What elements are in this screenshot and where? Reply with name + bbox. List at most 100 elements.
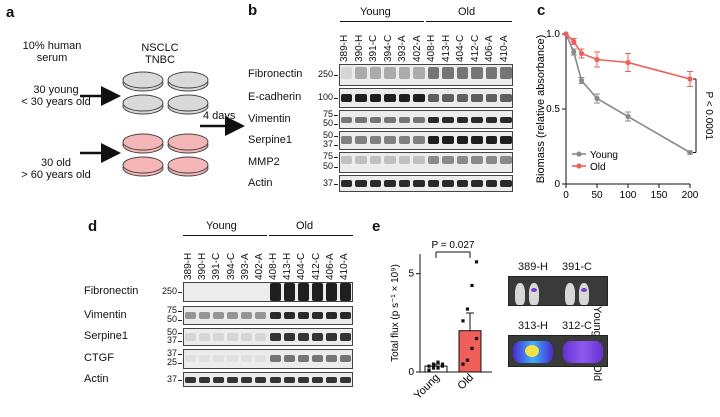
p-value-label: P = 0.027 [432,240,475,251]
data-point-young [625,113,631,120]
group-young: Young [360,6,391,18]
data-point [436,366,440,370]
sample-label-406-a: 406-A [324,253,336,280]
blot-band [456,156,468,164]
x-tick-label: 200 [682,190,699,200]
mw-marker: 250 [317,69,333,79]
blot-strip-vimentin [183,306,353,325]
blot-band [471,135,483,145]
blot-label-actin: Actin [248,176,273,189]
group-old: Old [458,6,476,18]
blot-band [297,355,309,362]
blot-band [398,180,410,187]
old-dishes [122,133,209,177]
blot-label-fibronectin: Fibronectin [84,285,139,297]
mw-tick [334,167,338,169]
blot-label-e-cadherin: E-cadherin [248,91,302,103]
blot-band [326,283,338,301]
image-label-389h: 389-H [518,261,548,273]
blot-band [340,135,352,145]
mw-tick [178,292,182,293]
young-serum-label: 30 young < 30 years old [6,84,106,108]
y-tick-label: 0 [554,179,560,190]
serum-line-2: serum [36,52,68,64]
blot-band [471,67,483,80]
blot-band [255,333,267,341]
blot-band [500,94,512,102]
mw-marker: 37 [166,348,177,358]
mw-tick [178,332,182,334]
sample-label-393-a: 393-A [397,35,408,62]
blot-band [369,180,381,187]
panel-label-d: d [88,218,98,235]
sample-label-412-c: 412-C [310,252,322,280]
blot-band [398,135,410,145]
sample-label-408-h: 408-H [268,252,279,280]
y-axis-label: Total flux (p s⁻¹ × 10⁹) [390,264,401,362]
x-tick-label: 100 [620,190,637,200]
mw-marker: 100 [317,92,333,102]
x-tick-label: 150 [651,190,668,200]
sample-label-393-a: 393-A [239,253,251,280]
blot-band [212,333,224,341]
panel-label-a: a [6,4,15,21]
group-old-d: Old [296,220,314,232]
blot-label-serpine1: Serpine1 [248,133,293,146]
mw-marker: 37 [166,373,177,384]
old-count: 30 old [41,157,71,169]
data-point [465,358,470,362]
mw-marker: 25 [166,357,177,368]
blot-strip-actin [339,175,513,192]
blot-band [369,156,381,164]
blot-label-vimentin: Vimentin [248,112,291,125]
data-point [470,346,474,350]
old-bracket [426,21,512,22]
young-bracket-d [183,235,267,236]
blot-band [212,376,224,383]
blot-band [227,333,239,341]
sample-label-402-a: 402-A [253,253,265,280]
blot-band [456,94,468,102]
sample-label-394-c: 394-C [225,252,237,280]
blot-strip-serpine1 [183,328,353,346]
blot-band [340,116,352,124]
data-point [461,319,465,323]
mw-marker: 37 [322,138,333,149]
mw-marker: 50 [322,129,333,140]
blot-band [269,311,281,320]
serum-line-1: 10% human [22,40,82,52]
blot-band [369,116,381,124]
mw-marker: 50 [322,117,333,128]
blot-band [241,376,253,383]
blot-band [485,180,497,187]
blot-band [340,94,352,102]
young-dishes [122,71,209,115]
blot-band [456,67,468,80]
blot-band [326,311,338,320]
blot-band [398,156,410,164]
blot-band [227,311,239,320]
blot-band [384,94,396,102]
blot-band [283,311,295,320]
mw-marker: 75 [322,151,333,162]
mw-marker: 50 [322,161,333,172]
blot-band [500,180,512,187]
blot-band [269,376,281,383]
blot-band [198,355,210,362]
cell-types-label: NSCLC TNBC [130,42,190,66]
mw-tick [178,340,182,342]
sample-label-413-h: 413-H [282,252,294,280]
blot-band [471,180,483,187]
blot-band [340,156,352,164]
y-tick-label: 1.0 [546,29,560,40]
sample-label-404-c: 404-C [296,252,308,280]
mw-tick [334,114,338,116]
mw-marker: 50 [166,326,177,337]
data-point-old [687,76,693,82]
blot-band [297,376,309,383]
blot-band [456,180,468,187]
data-point [431,366,436,370]
blot-band [340,180,352,187]
y-tick-label: 0.5 [546,104,560,115]
blot-band [485,116,497,124]
